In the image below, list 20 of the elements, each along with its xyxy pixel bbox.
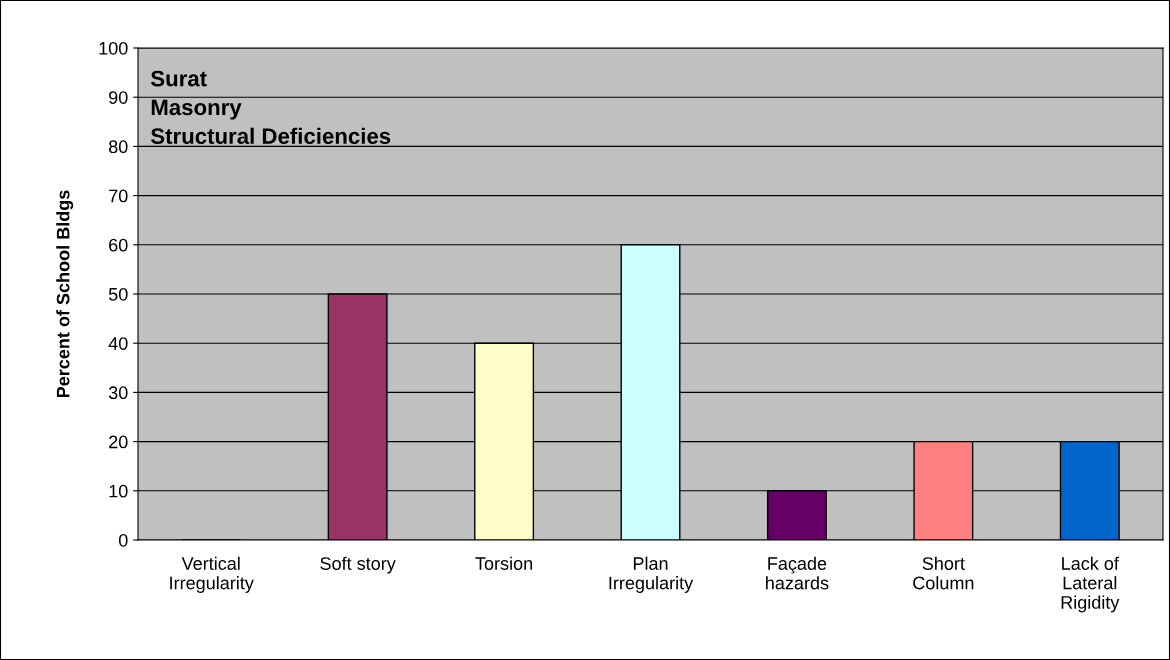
y-tick-label: 60: [109, 238, 128, 252]
y-tick-label: 20: [109, 435, 128, 449]
y-tick-label: 90: [109, 91, 128, 104]
y-tick-label: 10: [109, 484, 128, 498]
x-tick-label: Lack of Lateral Rigidity: [1061, 556, 1120, 613]
x-tick-label: Vertical Irregularity: [170, 556, 254, 593]
y-tick-label: 40: [108, 337, 128, 350]
text: Surat Masonry Structural Deficiencies: [150, 70, 391, 144]
y-axis-title: Percent of School Bldgs: [56, 190, 74, 398]
y-tick-label: 0: [118, 533, 128, 547]
x-tick-label: Façade hazards: [766, 556, 829, 590]
y-tick-label: 30: [108, 386, 128, 400]
x-tick-label: Soft story: [320, 556, 396, 574]
y-tick-label: 50: [108, 287, 128, 301]
x-tick-label: Short Column: [913, 556, 974, 590]
y-tick-label: 70: [109, 189, 128, 203]
x-tick-label: Plan Irregularity: [609, 556, 694, 593]
y-tick-label: 80: [108, 140, 128, 154]
x-tick-label: Torsion: [475, 556, 532, 570]
y-tick-label: 100: [99, 41, 128, 55]
